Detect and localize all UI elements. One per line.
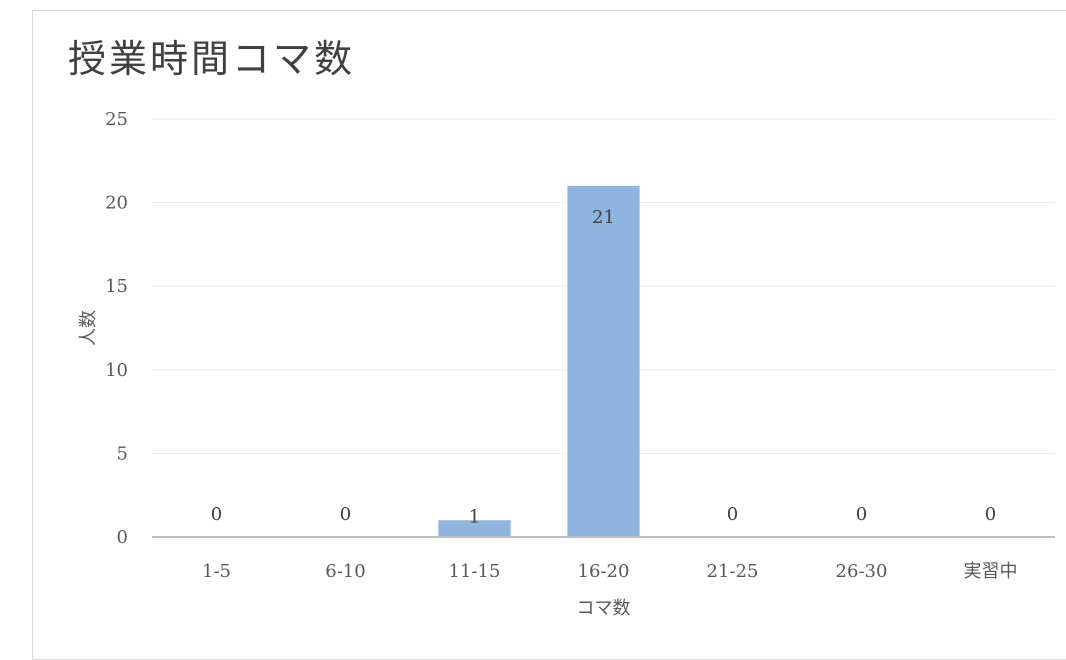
x-tick-label: 6-10 bbox=[325, 561, 365, 582]
y-tick-label: 10 bbox=[105, 360, 128, 381]
chart-title: 授業時間コマ数 bbox=[68, 37, 356, 81]
y-axis-title: 人数 bbox=[78, 310, 99, 346]
data-labels: 0 0 1 21 0 0 0 bbox=[211, 207, 996, 527]
y-tick-label: 25 bbox=[105, 109, 128, 130]
y-axis-ticks: 0 5 10 15 20 25 bbox=[105, 109, 128, 548]
y-tick-label: 15 bbox=[105, 276, 128, 297]
data-label: 1 bbox=[469, 506, 480, 527]
x-tick-label: 26-30 bbox=[836, 561, 888, 582]
x-tick-label: 11-15 bbox=[449, 561, 501, 582]
x-tick-label: 16-20 bbox=[578, 561, 630, 582]
chart-area bbox=[32, 10, 1066, 660]
x-tick-label: 実習中 bbox=[964, 561, 1018, 582]
data-label: 0 bbox=[856, 504, 867, 525]
y-tick-label: 5 bbox=[117, 443, 128, 464]
x-tick-label: 21-25 bbox=[707, 561, 759, 582]
x-tick-label: 1-5 bbox=[202, 561, 231, 582]
data-label: 21 bbox=[592, 207, 615, 228]
data-label: 0 bbox=[211, 504, 222, 525]
x-axis-ticks: 1-5 6-10 11-15 16-20 21-25 26-30 実習中 bbox=[202, 561, 1018, 582]
bars bbox=[438, 185, 640, 537]
y-tick-label: 0 bbox=[117, 527, 128, 548]
data-label: 0 bbox=[340, 504, 351, 525]
x-axis-title: コマ数 bbox=[577, 598, 631, 619]
data-label: 0 bbox=[985, 504, 996, 525]
data-label: 0 bbox=[727, 504, 738, 525]
y-tick-label: 20 bbox=[105, 193, 128, 214]
bar bbox=[438, 520, 511, 537]
bar bbox=[567, 185, 640, 537]
